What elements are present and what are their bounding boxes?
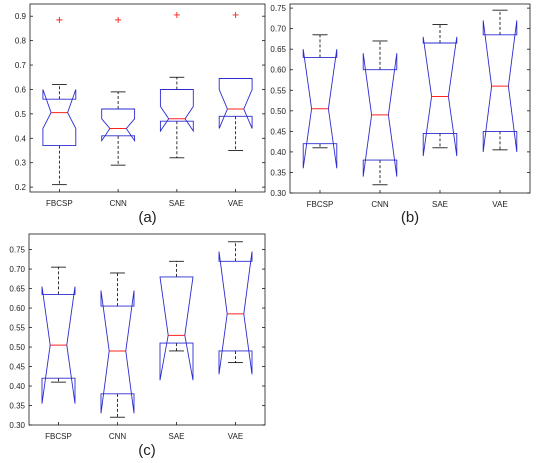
y-tick-label: 0.7 bbox=[15, 61, 27, 70]
y-tick-label: 0.30 bbox=[270, 189, 286, 198]
notched-box bbox=[100, 290, 135, 414]
notched-box bbox=[42, 89, 77, 147]
y-tick-label: 0.50 bbox=[9, 343, 25, 352]
y-tick-label: 0.2 bbox=[15, 183, 27, 192]
y-tick-label: 0.65 bbox=[9, 285, 25, 294]
outlier-marker bbox=[232, 11, 239, 18]
panel-label: (b) bbox=[401, 209, 419, 226]
y-tick-label: 0.35 bbox=[9, 402, 25, 411]
y-tick-label: 0.30 bbox=[9, 421, 25, 430]
x-tick-label: FBCSP bbox=[45, 432, 72, 441]
y-tick-label: 0.60 bbox=[270, 66, 286, 75]
x-tick-label: VAE bbox=[228, 432, 243, 441]
panel-c: 0.30 0.35 0.40 0.45 0.50 0.55 0.60 0.65 0.70 0.75… bbox=[9, 233, 266, 459]
notched-box bbox=[159, 276, 194, 381]
x-tick-label: VAE bbox=[492, 200, 507, 209]
y-tick-label: 0.45 bbox=[270, 127, 286, 136]
x-tick-label: CNN bbox=[371, 200, 389, 209]
notched-box bbox=[218, 251, 253, 375]
y-tick-label: 0.55 bbox=[270, 86, 286, 95]
outlier-marker bbox=[56, 16, 63, 23]
plot-frame bbox=[29, 3, 266, 193]
y-tick-label: 0.70 bbox=[9, 265, 25, 274]
y-tick-label: 0.6 bbox=[15, 85, 27, 94]
plot-frame bbox=[289, 3, 531, 194]
y-tick-label: 0.75 bbox=[9, 246, 25, 255]
x-tick-label: SAE bbox=[168, 432, 184, 441]
outlier-marker bbox=[115, 16, 122, 23]
panel-a: 0.2 0.3 0.4 0.5 0.6 0.7 0.8 0.9 FBCSP CNN SAE VAE (a… bbox=[15, 3, 266, 226]
y-tick-label: 0.3 bbox=[15, 159, 27, 168]
x-tick-label: CNN bbox=[109, 432, 127, 441]
x-tick-label: SAE bbox=[169, 199, 185, 208]
y-tick-label: 0.55 bbox=[9, 324, 25, 333]
notched-box bbox=[422, 36, 458, 157]
panel-b: 0.30 0.35 0.40 0.45 0.50 0.55 0.60 0.65 0.70 0.75… bbox=[270, 3, 531, 226]
y-tick-label: 0.40 bbox=[9, 382, 25, 391]
y-tick-label: 0.4 bbox=[15, 134, 27, 143]
x-tick-label: SAE bbox=[432, 200, 448, 209]
x-tick-label: FBCSP bbox=[307, 200, 334, 209]
panel-label: (c) bbox=[138, 442, 156, 459]
y-tick-label: 0.50 bbox=[270, 107, 286, 116]
y-tick-label: 0.45 bbox=[9, 363, 25, 372]
notched-box bbox=[159, 89, 194, 133]
outlier-marker bbox=[173, 11, 180, 18]
x-tick-label: VAE bbox=[228, 199, 243, 208]
x-tick-label: CNN bbox=[109, 199, 127, 208]
y-tick-label: 0.5 bbox=[15, 110, 27, 119]
y-tick-label: 0.8 bbox=[15, 37, 27, 46]
panel-label: (a) bbox=[138, 209, 156, 226]
notched-box bbox=[218, 78, 253, 129]
notched-box bbox=[101, 108, 136, 143]
y-tick-label: 0.35 bbox=[270, 168, 286, 177]
notched-box bbox=[302, 49, 338, 169]
plot-frame bbox=[28, 233, 266, 426]
y-tick-label: 0.75 bbox=[270, 4, 286, 13]
notched-box bbox=[482, 20, 518, 152]
y-tick-label: 0.65 bbox=[270, 45, 286, 54]
y-tick-label: 0.70 bbox=[270, 25, 286, 34]
y-tick-label: 0.60 bbox=[9, 304, 25, 313]
x-tick-label: FBCSP bbox=[46, 199, 73, 208]
y-tick-label: 0.40 bbox=[270, 148, 286, 157]
notched-box bbox=[362, 53, 398, 177]
notched-box bbox=[41, 286, 76, 404]
y-tick-label: 0.9 bbox=[15, 12, 27, 21]
